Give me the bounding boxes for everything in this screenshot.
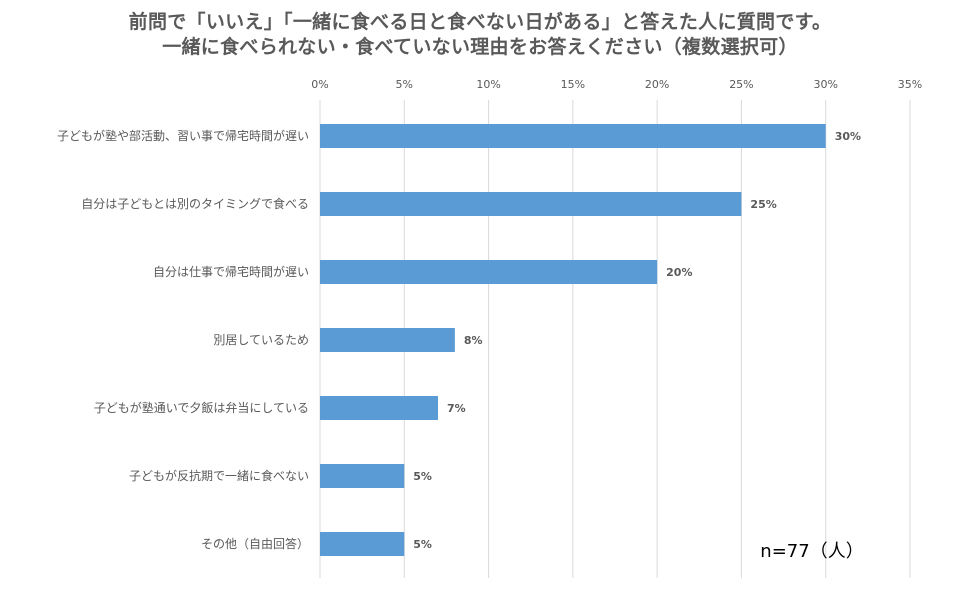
category-label: 自分は子どもとは別のタイミングで食べる: [81, 196, 309, 211]
category-label: 子どもが反抗期で一緒に食べない: [129, 468, 309, 483]
data-label: 7%: [447, 402, 466, 415]
category-label: 子どもが塾通いで夕飯は弁当にしている: [94, 400, 309, 415]
x-tick-label: 30%: [813, 78, 837, 91]
data-label: 8%: [464, 334, 483, 347]
gridlines: [319, 100, 911, 578]
category-label: その他（自由回答）: [201, 536, 309, 551]
data-label: 5%: [413, 470, 432, 483]
x-tick-label: 25%: [729, 78, 753, 91]
data-labels: 30% 25% 20% 8% 7% 5% 5%: [413, 130, 861, 551]
x-tick-label: 35%: [898, 78, 922, 91]
bar: [320, 260, 658, 284]
bar: [320, 124, 826, 148]
chart-title-line-2: 一緒に食べられない・食べていない理由をお答えください（複数選択可）: [162, 36, 798, 58]
category-label: 子どもが塾や部活動、習い事で帰宅時間が遅い: [57, 128, 309, 143]
data-label: 25%: [750, 198, 776, 211]
category-label: 自分は仕事で帰宅時間が遅い: [153, 264, 309, 279]
x-tick-label: 15%: [561, 78, 585, 91]
category-labels: 子どもが塾や部活動、習い事で帰宅時間が遅い自分は子どもとは別のタイミングで食べる…: [57, 128, 309, 551]
sample-size-note: n=77（人）: [760, 541, 863, 562]
data-label: 30%: [835, 130, 861, 143]
x-tick-label: 10%: [476, 78, 500, 91]
x-axis-tick-labels: 0% 5% 10% 15% 20% 25% 30% 35%: [311, 78, 922, 91]
x-tick-label: 5%: [396, 78, 413, 91]
x-tick-label: 20%: [645, 78, 669, 91]
bar: [320, 192, 742, 216]
data-label: 20%: [666, 266, 692, 279]
data-label: 5%: [413, 538, 432, 551]
x-tick-label: 0%: [311, 78, 328, 91]
category-label: 別居しているため: [213, 333, 309, 347]
bar: [320, 532, 405, 556]
bars: [320, 124, 826, 556]
bar: [320, 464, 405, 488]
bar: [320, 328, 455, 352]
bar: [320, 396, 438, 420]
chart-title-line-1: 前問で「いいえ」「一緒に食べる日と食べない日がある」と答えた人に質問です。: [128, 11, 832, 33]
